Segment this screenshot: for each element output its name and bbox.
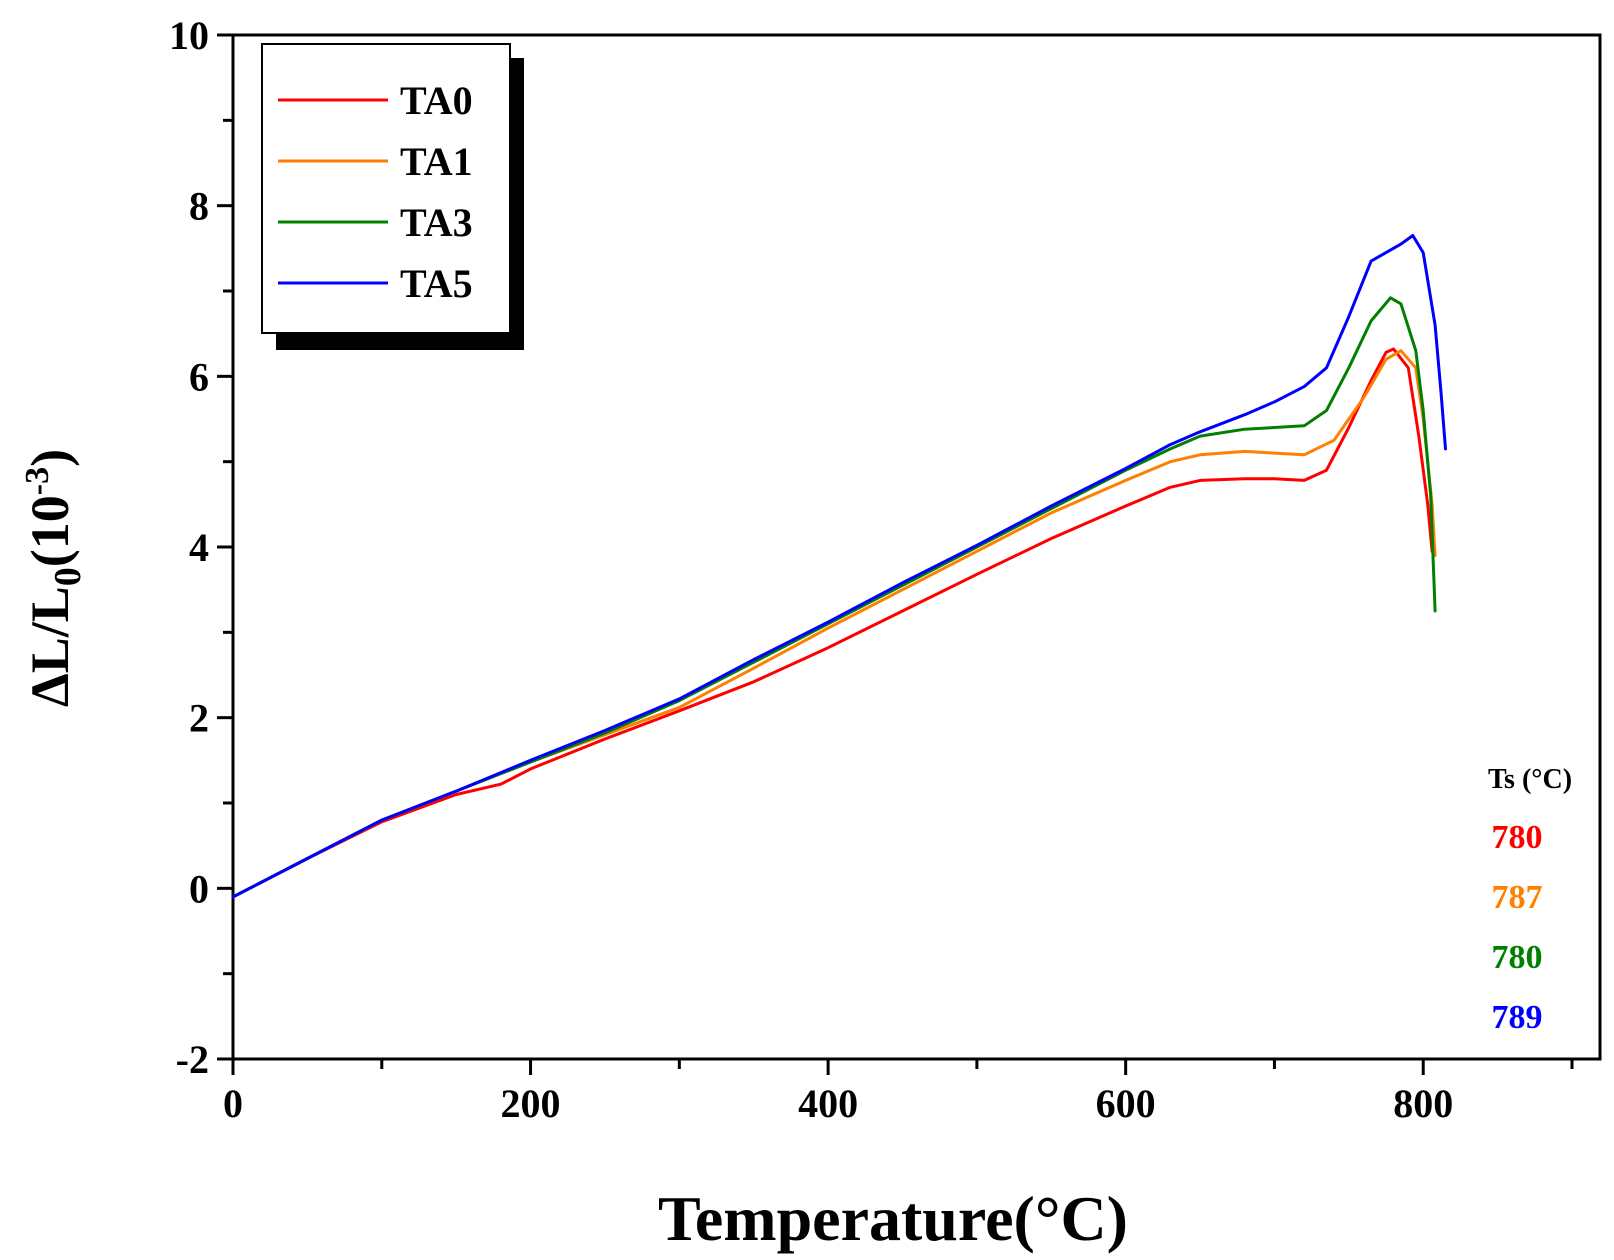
axis-tick-labels: 0 200 400 600 800 -2 0 2 4 6 8 10 [169, 13, 1453, 1126]
legend-label-ta1: TA1 [400, 139, 473, 184]
y-axis-title: ΔL/L0(10-3) [19, 449, 89, 707]
legend-label-ta3: TA3 [400, 200, 473, 245]
ts-value-0: 780 [1492, 819, 1543, 856]
ts-table-header: Ts (°C) [1488, 764, 1572, 795]
y-tick-label-5: 8 [189, 184, 209, 229]
x-tick-label-3: 600 [1096, 1081, 1156, 1126]
legend-label-ta0: TA0 [400, 78, 473, 123]
y-tick-label-1: 0 [189, 866, 209, 911]
ts-table: Ts (°C) 780 787 780 789 [1488, 764, 1572, 1036]
ts-value-2: 780 [1492, 939, 1543, 976]
x-tick-label-0: 0 [223, 1081, 243, 1126]
y-axis-title-text: ΔL/L0(10-3) [19, 449, 89, 707]
series-line-ta1 [231, 349, 1437, 899]
series-line-ta3 [231, 296, 1437, 899]
series-line-ta5 [231, 234, 1447, 899]
y-tick-label-4: 6 [189, 354, 209, 399]
x-tick-label-1: 200 [501, 1081, 561, 1126]
ts-value-1: 787 [1492, 879, 1543, 916]
legend-label-ta5: TA5 [400, 261, 473, 306]
legend: TA0 TA1 TA3 TA5 [261, 43, 524, 350]
series-lines [231, 234, 1447, 899]
x-tick-label-2: 400 [798, 1081, 858, 1126]
x-axis-title: Temperature(°C) [658, 1183, 1128, 1254]
axis-ticks [217, 33, 1574, 1075]
y-tick-label-2: 2 [189, 696, 209, 741]
x-tick-label-4: 800 [1393, 1081, 1453, 1126]
legend-box [261, 43, 511, 334]
ts-value-3: 789 [1492, 999, 1543, 1036]
y-tick-label-0: -2 [176, 1037, 209, 1082]
y-tick-label-6: 10 [169, 13, 209, 58]
y-tick-label-3: 4 [189, 525, 209, 570]
series-line-ta0 [231, 347, 1434, 899]
